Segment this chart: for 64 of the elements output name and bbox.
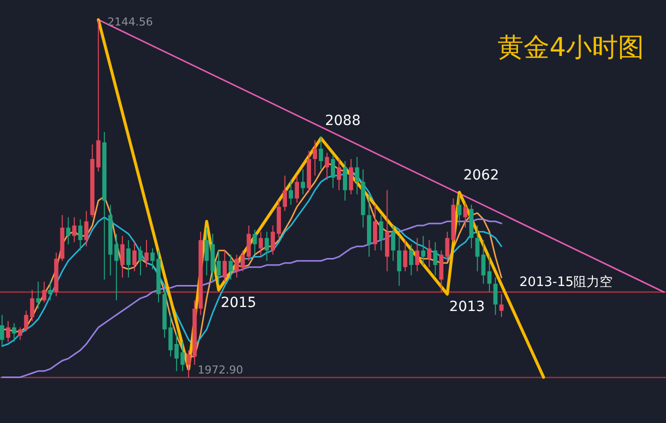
candlestick bbox=[354, 156, 360, 195]
candlestick bbox=[126, 240, 131, 278]
candlestick bbox=[433, 242, 438, 276]
candlestick bbox=[397, 235, 402, 286]
candlestick bbox=[324, 152, 330, 180]
candlestick bbox=[312, 140, 318, 176]
candlestick bbox=[6, 320, 10, 342]
candlestick bbox=[403, 240, 408, 272]
candlestick bbox=[114, 233, 119, 301]
candlestick bbox=[186, 350, 191, 378]
candlestick bbox=[379, 214, 384, 251]
candlestick bbox=[12, 322, 16, 342]
candlestick bbox=[174, 333, 179, 372]
candlestick bbox=[342, 160, 348, 202]
data-label: 2013 bbox=[449, 299, 485, 316]
candlestick bbox=[252, 229, 257, 256]
candlestick bbox=[415, 238, 420, 272]
candlestick bbox=[421, 235, 426, 266]
candlestick bbox=[391, 225, 396, 262]
candlestick bbox=[264, 231, 269, 262]
candlestick bbox=[228, 254, 233, 280]
candlestick bbox=[463, 202, 468, 228]
candlestick bbox=[457, 194, 462, 226]
candlestick bbox=[300, 168, 306, 195]
text: 1972.90 bbox=[198, 363, 244, 376]
candlestick bbox=[481, 240, 486, 284]
candlestick bbox=[493, 276, 498, 316]
candlestick bbox=[0, 314, 4, 347]
candlestick bbox=[150, 248, 155, 270]
candlestick bbox=[48, 281, 52, 301]
candlestick bbox=[288, 179, 293, 206]
candlestick bbox=[18, 326, 22, 340]
candlestick bbox=[84, 210, 88, 247]
candlestick bbox=[222, 250, 227, 282]
candlestick bbox=[409, 244, 414, 276]
candlestick bbox=[132, 242, 137, 272]
candlestick bbox=[348, 158, 354, 195]
candlestick bbox=[66, 216, 70, 245]
candlestick bbox=[499, 294, 504, 318]
candlestick bbox=[36, 281, 40, 310]
candlestick bbox=[294, 175, 300, 204]
data-label: 2088 bbox=[324, 113, 361, 130]
text: 黄金4小时图 bbox=[497, 33, 644, 63]
candlestick bbox=[336, 158, 342, 191]
candlestick bbox=[168, 314, 173, 357]
candlestick bbox=[258, 231, 263, 258]
candlestick bbox=[138, 246, 143, 276]
candlestick bbox=[72, 216, 76, 243]
candlestick bbox=[42, 281, 46, 303]
data-label: 2062 bbox=[463, 167, 499, 184]
candlestick bbox=[120, 235, 125, 278]
candlestick bbox=[475, 225, 480, 272]
candlestick bbox=[373, 204, 378, 251]
candlestick bbox=[78, 218, 82, 251]
candlestick bbox=[318, 136, 324, 170]
candlestick bbox=[487, 254, 492, 293]
candlestick bbox=[282, 175, 287, 212]
candlestick bbox=[330, 154, 336, 189]
candlestick bbox=[144, 240, 149, 268]
candlestick bbox=[180, 341, 185, 372]
ref-line-label: 2013-15阻力空 bbox=[519, 275, 613, 290]
candlestick bbox=[427, 240, 432, 268]
data-label: 2015 bbox=[220, 294, 256, 311]
text: 2144.56 bbox=[107, 16, 153, 29]
